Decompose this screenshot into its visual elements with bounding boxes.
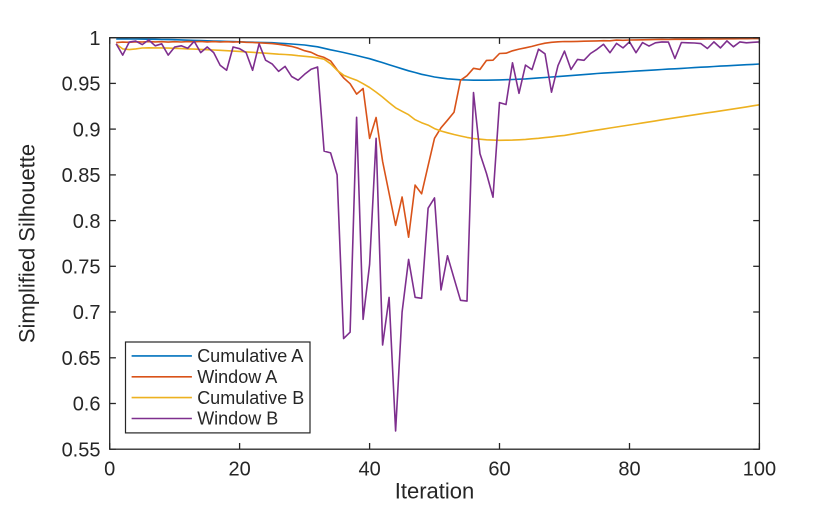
- svg-text:0.55: 0.55: [62, 439, 101, 461]
- svg-text:0.7: 0.7: [73, 302, 101, 324]
- svg-text:100: 100: [743, 459, 776, 481]
- svg-text:1: 1: [89, 28, 100, 50]
- svg-text:20: 20: [228, 459, 250, 481]
- svg-text:Simplified Silhouette: Simplified Silhouette: [15, 144, 40, 343]
- svg-text:Window B: Window B: [197, 409, 278, 429]
- svg-text:0.8: 0.8: [73, 211, 101, 233]
- svg-text:Cumulative A: Cumulative A: [197, 346, 303, 366]
- svg-text:Cumulative B: Cumulative B: [197, 388, 304, 408]
- svg-text:0.9: 0.9: [73, 119, 101, 141]
- svg-text:80: 80: [618, 459, 640, 481]
- svg-text:Window A: Window A: [197, 367, 277, 387]
- svg-text:Iteration: Iteration: [395, 479, 475, 504]
- svg-text:0.85: 0.85: [62, 165, 101, 187]
- svg-text:60: 60: [488, 459, 510, 481]
- svg-text:0: 0: [104, 459, 115, 481]
- svg-text:0.95: 0.95: [62, 74, 101, 96]
- svg-text:0.6: 0.6: [73, 394, 101, 416]
- svg-text:40: 40: [358, 459, 380, 481]
- svg-text:0.75: 0.75: [62, 257, 101, 279]
- svg-text:0.65: 0.65: [62, 348, 101, 370]
